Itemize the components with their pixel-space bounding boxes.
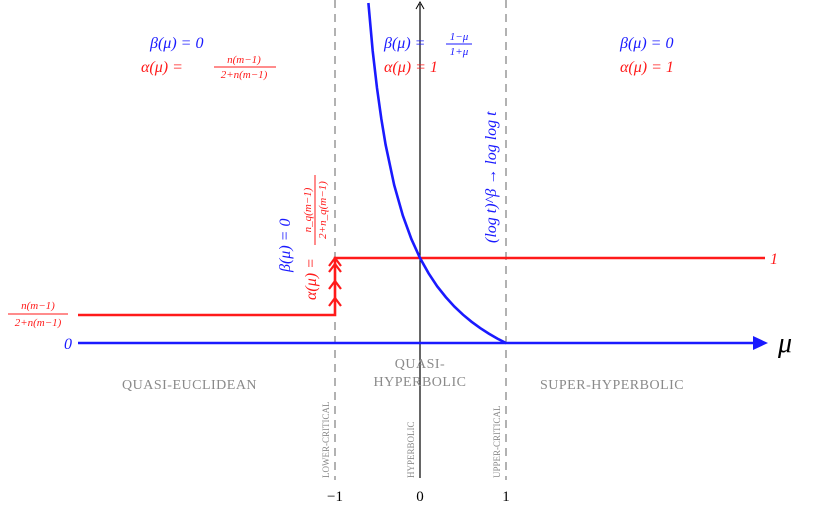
zone-label: QUASI-EUCLIDEAN — [122, 378, 257, 393]
critical-beta: β(μ) = 0 — [277, 219, 294, 273]
middle-alpha: α(μ) = 1 — [384, 59, 438, 76]
left-level-num: n(m−1) — [21, 300, 55, 312]
tick-label: 1 — [502, 489, 510, 505]
vertical-label: LOWER-CRITICAL — [321, 402, 331, 479]
critical-alpha-num: n_q(m−1) — [302, 187, 314, 232]
zone-label: QUASI- — [395, 357, 445, 372]
one-level: 1 — [770, 251, 778, 268]
right-beta: β(μ) = 0 — [619, 35, 673, 52]
zone-label: SUPER-HYPERBOLIC — [540, 378, 684, 393]
middle-beta-den: 1+μ — [450, 46, 469, 58]
y-arrow — [415, 0, 425, 10]
zone-label: HYPERBOLIC — [374, 375, 467, 390]
left-alpha: α(μ) = — [141, 59, 183, 76]
tick-label: −1 — [327, 489, 343, 505]
log-label: (log t)^β → log log t — [483, 111, 500, 243]
alpha-line — [78, 256, 765, 317]
middle-beta-num: 1−μ — [450, 31, 469, 43]
zero-level: 0 — [64, 336, 72, 353]
axis-label: μ — [777, 328, 792, 359]
left-alpha-num: n(m−1) — [227, 54, 261, 66]
beta-curve — [367, 2, 765, 345]
left-alpha-den: 2+n(m−1) — [221, 69, 268, 81]
critical-alpha-den: 2+n_q(m−1) — [317, 181, 329, 239]
tick-label: 0 — [416, 489, 424, 505]
x-arrow — [753, 336, 768, 350]
alpha-arrows — [328, 256, 342, 307]
right-alpha: α(μ) = 1 — [620, 59, 674, 76]
left-level-den: 2+n(m−1) — [15, 317, 62, 329]
vertical-label: UPPER-CRITICAL — [492, 405, 502, 478]
vertical-label: HYPERBOLIC — [406, 421, 416, 478]
critical-alpha: α(μ) = — [303, 258, 320, 300]
left-beta: β(μ) = 0 — [149, 35, 203, 52]
middle-beta: β(μ) = — [383, 35, 425, 52]
